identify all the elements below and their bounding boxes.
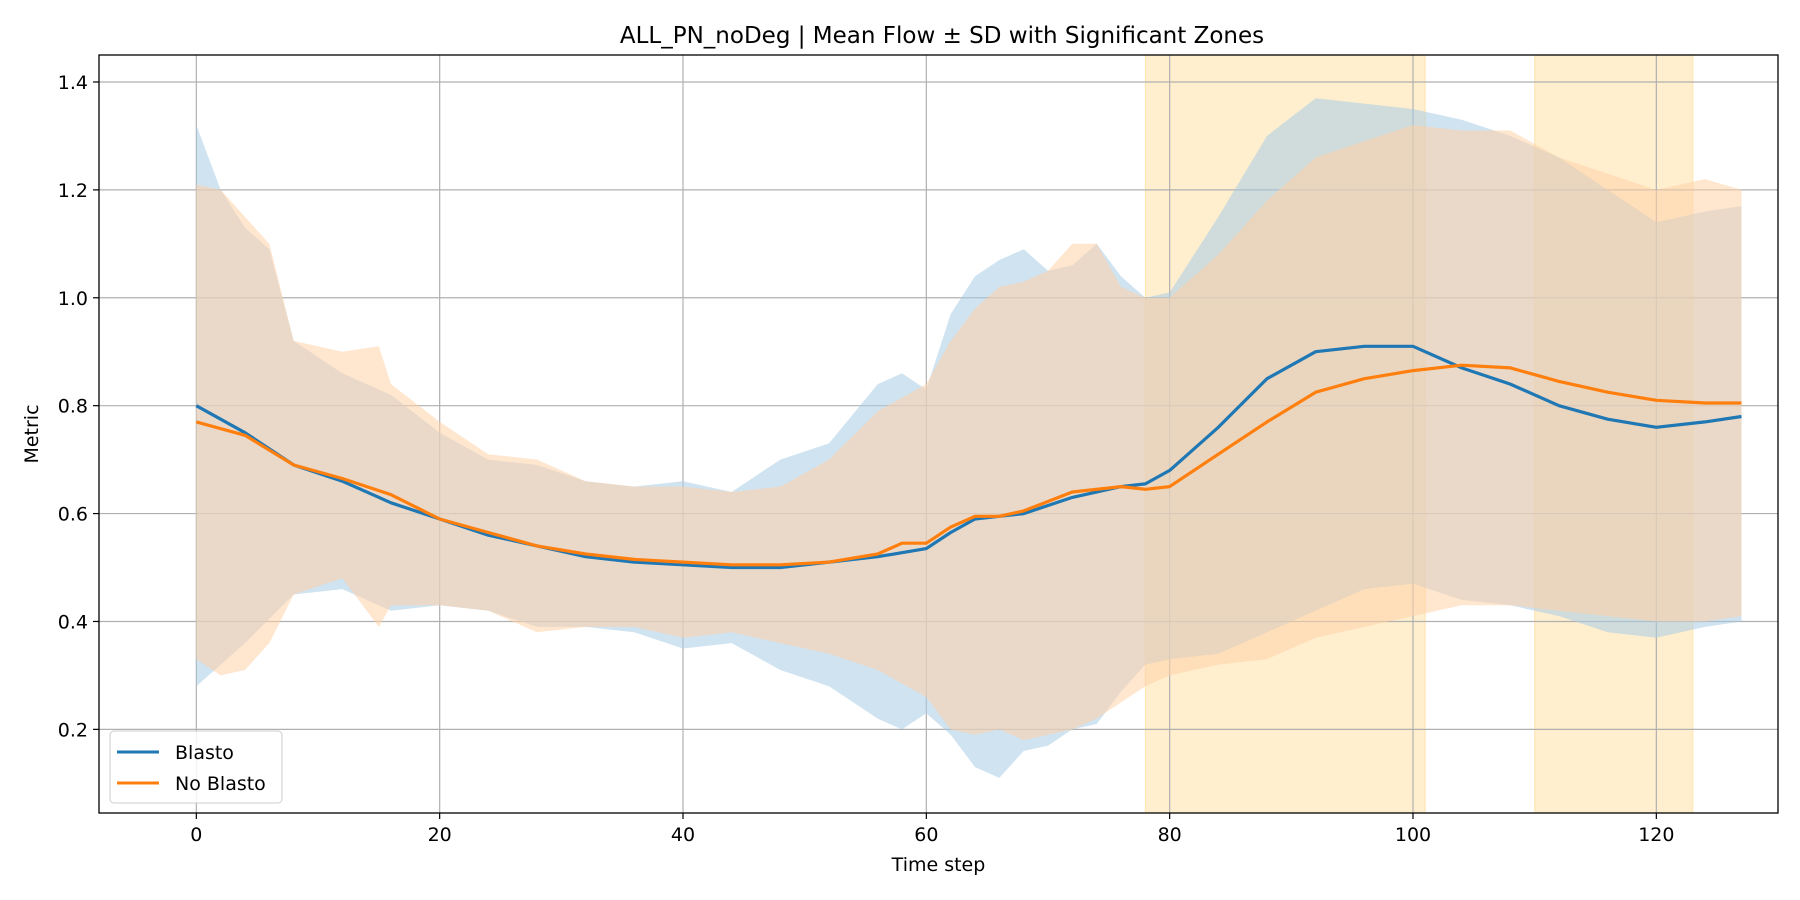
legend-box [109,730,283,804]
legend: Blasto No Blasto [109,730,283,804]
y-tick-label: 1.4 [58,72,88,94]
chart-title: ALL_PN_noDeg | Mean Flow ± SD with Signi… [620,23,1264,49]
x-tick-label: 20 [428,824,452,846]
x-axis-label: Time step [891,854,986,876]
x-tick-label: 80 [1158,824,1182,846]
y-tick-label: 1.2 [58,180,88,202]
y-tick-label: 0.8 [58,396,88,418]
sd-band-no-blasto [196,125,1742,741]
x-tick-label: 100 [1395,824,1431,846]
y-tick-label: 1.0 [58,288,88,310]
plot-frame [98,54,1779,814]
y-tick-label: 0.4 [58,611,88,633]
x-tick-label: 0 [190,824,202,846]
x-tick-label: 60 [914,824,938,846]
y-tick-label: 0.6 [58,504,88,526]
mean-line-no-blasto [195,363,1742,567]
legend-entry-blasto: Blasto [175,742,234,764]
y-axis-label: Metric [21,404,43,463]
x-tick-label: 40 [671,824,695,846]
x-tick-label: 120 [1638,824,1674,846]
legend-entry-no-blasto: No Blasto [175,773,266,795]
y-tick-label: 0.2 [58,719,88,741]
